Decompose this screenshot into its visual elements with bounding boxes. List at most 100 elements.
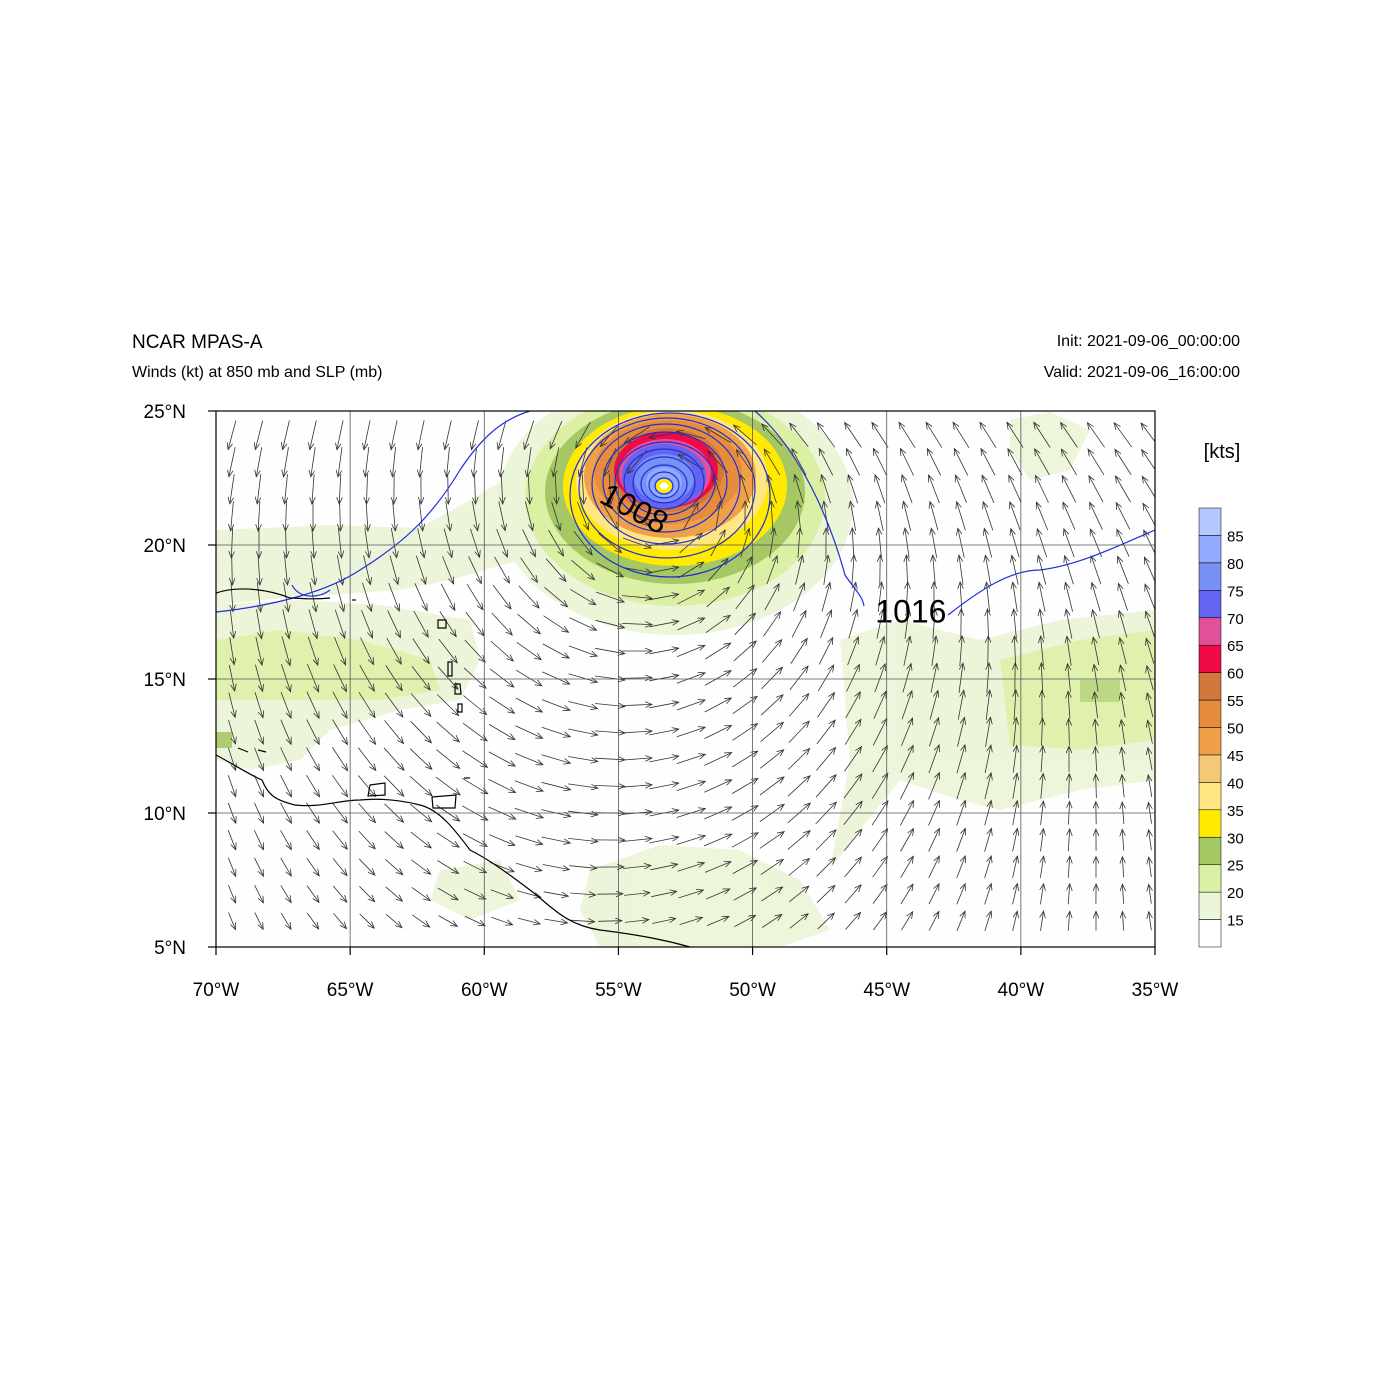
wind-vector bbox=[732, 860, 757, 874]
wind-vector bbox=[466, 583, 483, 610]
colorbar-swatch bbox=[1198, 617, 1222, 646]
wind-vector bbox=[621, 731, 652, 733]
wind-vector bbox=[988, 636, 989, 667]
wind-vector bbox=[1039, 582, 1046, 612]
wind-vector bbox=[741, 475, 750, 504]
colorbar-label: 80 bbox=[1227, 556, 1244, 573]
wind-vector bbox=[280, 775, 292, 797]
wind-vector bbox=[624, 893, 650, 896]
wind-vector bbox=[442, 555, 454, 584]
wind-vector bbox=[473, 447, 476, 477]
colorbar-label: 65 bbox=[1227, 638, 1244, 655]
wind-vector bbox=[928, 884, 939, 905]
wind-vector bbox=[492, 584, 511, 609]
wind-vector bbox=[1090, 529, 1103, 558]
wind-vector bbox=[1069, 719, 1070, 746]
wind-vector bbox=[254, 775, 263, 797]
wind-vector bbox=[985, 717, 991, 747]
wind-vector bbox=[256, 609, 262, 638]
wind-vector bbox=[360, 637, 374, 665]
wind-vector bbox=[230, 474, 235, 504]
colorbar-swatch bbox=[1198, 837, 1222, 865]
wind-vector bbox=[1064, 529, 1075, 558]
wind-vector bbox=[1014, 718, 1017, 747]
wind-vector bbox=[705, 889, 730, 900]
wind-vector bbox=[797, 501, 802, 531]
wind-vector bbox=[436, 749, 459, 769]
wind-vector bbox=[980, 422, 997, 448]
wind-vector bbox=[285, 474, 288, 504]
wind-vector bbox=[334, 636, 345, 665]
wind-vector bbox=[1092, 583, 1101, 612]
colorbar: 15 20 25 30 35 40 45 50 55 60 65 70 75 80 85 bbox=[1198, 507, 1244, 948]
wind-vector bbox=[676, 727, 705, 738]
wind-vector bbox=[464, 915, 485, 925]
wind-vector bbox=[1122, 857, 1123, 878]
wind-vector bbox=[625, 426, 650, 444]
wind-vector bbox=[816, 748, 835, 771]
wind-vector bbox=[704, 753, 731, 766]
wind-vector bbox=[844, 885, 861, 904]
slp-label-1016: 1016 bbox=[875, 594, 946, 630]
wind-vector bbox=[515, 835, 542, 845]
wind-vector bbox=[704, 725, 732, 739]
wind-vector bbox=[1149, 857, 1152, 877]
map-content: 1008 1016 bbox=[216, 411, 1155, 947]
lat-tick-label: 15°N bbox=[144, 670, 186, 691]
wind-vector bbox=[1120, 665, 1127, 691]
wind-vector bbox=[445, 501, 450, 531]
wind-vector bbox=[498, 501, 505, 530]
wind-vector bbox=[985, 555, 991, 585]
wind-vector bbox=[1012, 856, 1018, 878]
wind-vector bbox=[678, 562, 703, 579]
wind-vector bbox=[763, 612, 780, 637]
wind-vector bbox=[488, 779, 516, 792]
wind-vector bbox=[332, 885, 347, 902]
wind-vector bbox=[436, 721, 460, 742]
wind-vector bbox=[956, 911, 965, 931]
wind-vector bbox=[788, 749, 809, 770]
wind-vector bbox=[984, 828, 992, 852]
wind-vector bbox=[332, 691, 347, 718]
wind-vector bbox=[871, 773, 888, 800]
wind-vector bbox=[873, 449, 887, 476]
wind-vector bbox=[798, 528, 800, 559]
wind-vector bbox=[676, 754, 706, 765]
wind-vector bbox=[254, 692, 263, 717]
wind-vector bbox=[817, 423, 836, 448]
wind-vector bbox=[1149, 912, 1152, 931]
wind-vector bbox=[387, 610, 401, 637]
wind-vector bbox=[622, 537, 651, 548]
wind-vector bbox=[384, 858, 403, 875]
wind-vector bbox=[307, 663, 318, 692]
wind-vector bbox=[902, 664, 911, 693]
wind-vector bbox=[569, 617, 596, 630]
wind-vector bbox=[1041, 774, 1043, 799]
wind-vector bbox=[1068, 911, 1070, 931]
wind-vector bbox=[228, 420, 237, 450]
wind-vector bbox=[769, 528, 775, 558]
wind-vector bbox=[367, 473, 368, 504]
wind-vector bbox=[957, 690, 964, 720]
wind-vector bbox=[957, 502, 966, 531]
wind-vector bbox=[553, 447, 560, 476]
colorbar-label: 70 bbox=[1227, 611, 1244, 628]
wind-vector bbox=[817, 665, 833, 692]
colorbar-unit-label: [kts] bbox=[1204, 441, 1241, 463]
colorbar-swatch bbox=[1198, 507, 1222, 536]
wind-vector bbox=[984, 856, 992, 879]
lat-tick-label: 5°N bbox=[154, 938, 186, 959]
wind-vector bbox=[332, 747, 347, 770]
wind-vector bbox=[228, 719, 236, 744]
wind-vector bbox=[384, 720, 404, 743]
wind-vector bbox=[602, 502, 618, 529]
wind-vector bbox=[905, 528, 910, 558]
wind-vector bbox=[413, 610, 428, 637]
wind-vector bbox=[594, 731, 625, 733]
wind-vector bbox=[677, 590, 705, 605]
wind-vector bbox=[281, 664, 290, 692]
wind-vector bbox=[333, 664, 347, 691]
wind-vector bbox=[732, 751, 757, 768]
wind-vector bbox=[906, 555, 907, 586]
wind-vector bbox=[1116, 476, 1131, 503]
